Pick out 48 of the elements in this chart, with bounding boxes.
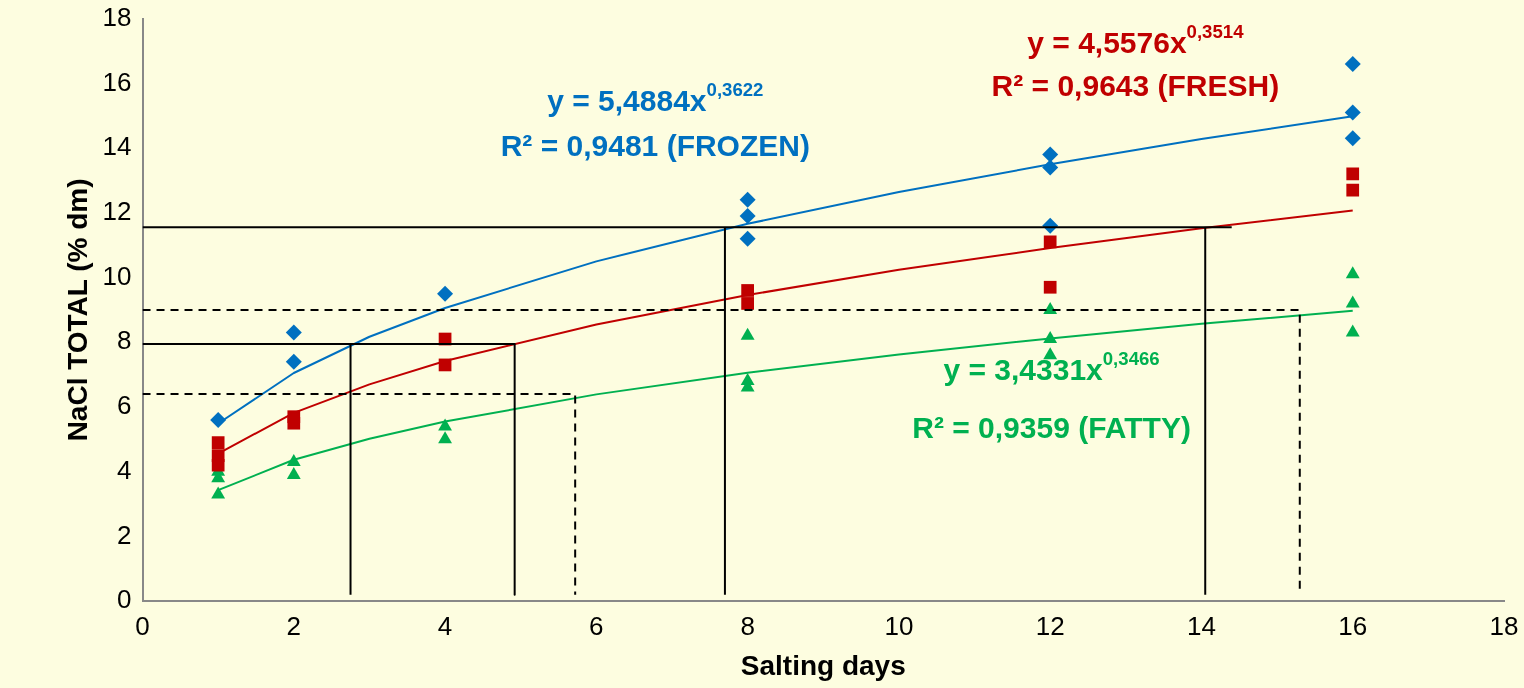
point — [741, 297, 754, 310]
point — [211, 436, 225, 449]
point — [1345, 266, 1360, 279]
y-tick-label: 4 — [117, 454, 132, 485]
point — [739, 230, 756, 247]
y-tick-label: 6 — [117, 390, 132, 421]
y-axis-title: NaCl TOTAL (% dm) — [61, 178, 93, 442]
point — [286, 466, 301, 479]
point — [1042, 146, 1059, 163]
point — [285, 353, 302, 370]
point — [1344, 130, 1361, 147]
x-tick-label: 4 — [437, 610, 453, 641]
point — [739, 191, 756, 208]
point — [285, 324, 302, 341]
point — [1346, 167, 1360, 181]
point — [1043, 301, 1058, 314]
point — [211, 458, 225, 472]
x-tick-label: 6 — [589, 610, 604, 641]
x-tick-label: 2 — [286, 610, 302, 641]
point — [740, 327, 755, 340]
y-tick-label: 0 — [117, 584, 132, 615]
y-tick-label: 8 — [117, 325, 132, 356]
point — [739, 208, 756, 225]
y-tick-label: 18 — [102, 1, 132, 32]
x-tick-label: 12 — [1035, 610, 1065, 641]
x-tick-label: 8 — [740, 610, 755, 641]
x-tick-label: 14 — [1186, 610, 1216, 641]
point — [1344, 104, 1361, 121]
point — [438, 431, 452, 444]
point — [1346, 183, 1360, 197]
annotation: R² = 0,9481 (FROZEN) — [500, 129, 810, 163]
y-tick-label: 10 — [102, 260, 132, 291]
point — [1345, 295, 1360, 308]
x-tick-label: 18 — [1489, 610, 1519, 641]
x-tick-label: 16 — [1338, 610, 1368, 641]
annotation: R² = 0,9643 (FRESH) — [991, 69, 1280, 103]
x-axis-title: Salting days — [740, 649, 906, 681]
point — [1345, 324, 1360, 337]
y-tick-label: 14 — [102, 131, 132, 162]
y-tick-label: 2 — [117, 519, 132, 550]
point — [437, 285, 454, 302]
point — [287, 416, 301, 430]
point — [1344, 55, 1361, 72]
point — [1043, 280, 1057, 294]
x-tick-label: 10 — [884, 610, 914, 641]
y-tick-label: 16 — [102, 66, 132, 97]
y-tick-label: 12 — [102, 195, 132, 226]
annotation: R² = 0,9359 (FATTY) — [912, 411, 1191, 445]
